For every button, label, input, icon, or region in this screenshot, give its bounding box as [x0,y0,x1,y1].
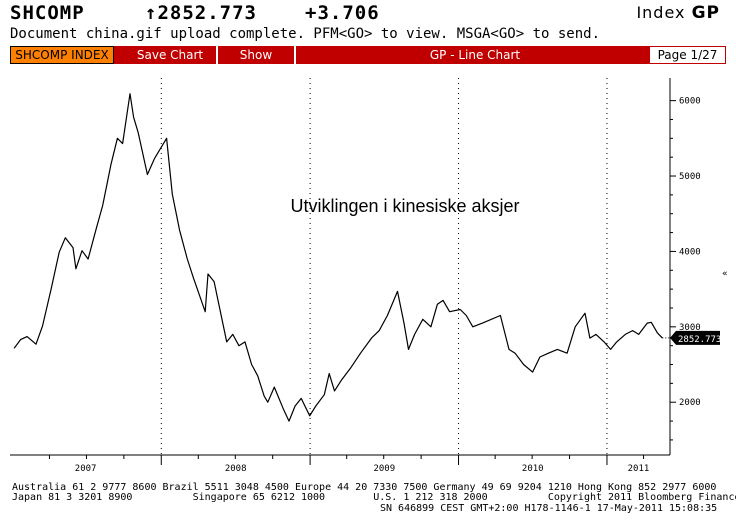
x-tick-label: 2011 [628,464,650,474]
chart-title: Utviklingen i kinesiske aksjer [290,196,519,216]
y-tick-label: 3000 [679,323,701,333]
y-tick-label: 5000 [679,172,701,182]
series-line [13,93,663,422]
y-tick-label: 6000 [679,97,701,107]
toolbar-divider [294,46,296,64]
x-tick-label: 2007 [75,464,97,474]
ticker-symbol: SHCOMP [10,2,85,24]
x-tick-label: 2008 [225,464,247,474]
x-tick-label: 2009 [373,464,395,474]
footer-contacts-2: Japan 81 3 3201 8900 Singapore 65 6212 1… [12,492,736,503]
save-chart-button[interactable]: Save Chart [136,48,204,62]
toolbar-divider [216,46,218,64]
chart-name-label: GP - Line Chart [429,48,521,62]
security-header: SHCOMP ↑2852.773 +3.706 Index GP [10,2,730,24]
scroll-right-icon[interactable]: « [722,269,728,279]
last-value-label: 2852.773 [678,335,721,345]
status-message: Document china.gif upload complete. PFM<… [10,26,601,42]
footer-session-info: SN 646899 CEST GMT+2:00 H178-1146-1 17-M… [380,503,718,514]
last-price: ↑2852.773 [145,2,257,24]
net-change: +3.706 [305,2,380,24]
last-value-flag [670,330,720,345]
x-tick-label: 2010 [522,464,544,474]
page-indicator[interactable]: Page 1/27 [649,46,726,64]
show-button[interactable]: Show [239,48,273,62]
function-toolbar: SHCOMP INDEX Save Chart Show GP - Line C… [10,46,726,64]
plot-area: 2007 2008 2009 2010 2011 2000 3000 4000 5000 6000… [10,78,728,474]
function-code: GP [691,3,720,23]
security-type: Index GP [636,2,720,24]
footer-contacts-1: Australia 61 2 9777 8600 Brazil 5511 304… [12,482,717,493]
y-tick-label: 4000 [679,247,701,257]
y-tick-label: 2000 [679,398,701,408]
security-index-button[interactable]: SHCOMP INDEX [10,46,114,64]
line-chart: 2007 2008 2009 2010 2011 2000 3000 4000 5000 6000… [10,78,728,474]
security-type-label: Index [636,3,686,22]
